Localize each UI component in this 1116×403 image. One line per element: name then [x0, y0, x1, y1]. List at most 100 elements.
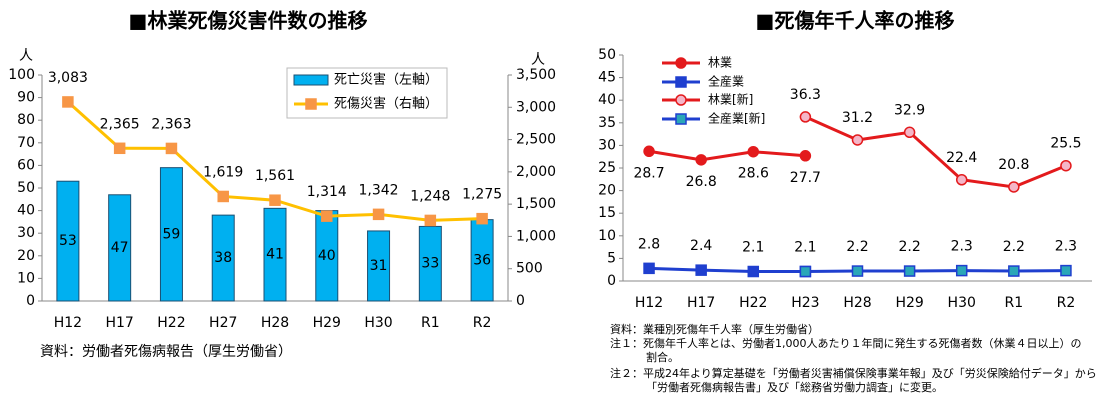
marker	[799, 150, 812, 162]
line	[649, 266, 806, 274]
y-tick-label: 0	[607, 273, 616, 289]
marker	[217, 190, 229, 203]
x-tick-label: R1	[1005, 295, 1024, 311]
y-tick-label: 35	[598, 115, 616, 131]
marker	[747, 145, 760, 158]
marker	[1060, 159, 1072, 172]
data-label: 2.2	[898, 239, 920, 255]
y-tick-label: 40	[598, 92, 616, 108]
note: 資料：業種別死傷年千人率（厚生労働省）	[610, 323, 819, 336]
chart-title: ■林業死傷災害件数の推移	[129, 9, 368, 33]
data-label: 26.8	[686, 174, 717, 190]
y-tick-label: 45	[598, 70, 616, 86]
marker	[1008, 181, 1020, 193]
y-tick-label: 10	[598, 228, 616, 244]
data-label: 36	[473, 252, 491, 268]
legend-label: 全産業[新]	[708, 111, 765, 126]
data-label: 28.7	[633, 165, 664, 181]
data-label: 27.7	[790, 170, 821, 186]
note: 注２：平成24年より算定基礎を「労働者災害補償保険事業年報」及び「労災保険給付デ…	[610, 367, 1097, 394]
data-label: 2.1	[742, 240, 764, 256]
note: 注１：死傷年千人率とは、労働者1,000人あたり１年間に発生する死傷者数（休業４…	[610, 337, 1082, 364]
data-label: 47	[111, 240, 129, 256]
data-label: 1,248	[410, 188, 450, 204]
marker	[955, 174, 968, 186]
y2-tick-label: 500	[516, 261, 543, 277]
y-unit: 人	[19, 48, 33, 64]
marker	[695, 154, 707, 166]
data-label: 1,275	[462, 187, 502, 203]
marker	[955, 264, 968, 277]
data-label: 2.2	[1003, 239, 1025, 255]
y-tick-label: 0	[26, 293, 35, 309]
y2-unit: 人	[531, 52, 545, 68]
marker	[675, 57, 687, 69]
x-tick-label: H12	[54, 315, 82, 331]
y-tick-label: 15	[598, 205, 616, 221]
legend-label: 死傷災害（右軸）	[334, 96, 438, 112]
marker	[1060, 264, 1072, 277]
data-label: 59	[163, 226, 181, 242]
y-tick-label: 25	[598, 160, 616, 176]
marker	[113, 142, 126, 155]
y-tick-label: 100	[8, 67, 35, 83]
x-tick-label: H17	[687, 295, 715, 311]
data-label: 2.2	[846, 239, 868, 255]
data-label: 31.2	[842, 110, 873, 126]
legend-label: 全産業	[708, 74, 744, 89]
marker	[476, 212, 488, 225]
data-label: 53	[59, 233, 77, 249]
bar	[418, 225, 442, 302]
marker	[903, 265, 916, 277]
y2-tick-label: 1,000	[516, 228, 556, 244]
marker	[62, 96, 74, 108]
y-tick-label: 5	[607, 250, 616, 266]
x-tick-label: R1	[421, 315, 440, 331]
y-tick-label: 50	[17, 180, 35, 196]
bar	[367, 230, 391, 302]
bar	[108, 194, 132, 302]
marker	[675, 94, 687, 106]
marker	[675, 76, 687, 88]
x-tick-label: R2	[1057, 295, 1076, 311]
line	[648, 149, 806, 162]
y-tick-label: 40	[17, 203, 35, 219]
data-label: 1,561	[255, 168, 295, 184]
marker	[305, 98, 317, 110]
y-tick-label: 50	[598, 47, 616, 63]
note: 資料：労働者死傷病報告（厚生労働省）	[40, 344, 292, 360]
y-tick-label: 30	[598, 137, 616, 153]
marker	[1008, 265, 1020, 277]
data-label: 2,363	[151, 116, 191, 132]
x-tick-label: H12	[635, 295, 663, 311]
x-tick-label: R2	[473, 315, 492, 331]
data-label: 2.3	[951, 239, 973, 255]
marker	[903, 126, 916, 139]
legend-swatch	[293, 74, 329, 86]
x-tick-label: H28	[261, 315, 289, 331]
data-label: 2,365	[100, 116, 140, 132]
marker	[643, 145, 655, 158]
y-tick-label: 30	[17, 225, 35, 241]
y-tick-label: 70	[17, 135, 35, 151]
data-label: 38	[214, 250, 232, 266]
y-tick-label: 80	[17, 112, 35, 128]
bar	[56, 180, 80, 302]
data-label: 20.8	[998, 157, 1029, 173]
y-tick-label: 10	[17, 270, 35, 286]
x-tick-label: H17	[105, 315, 133, 331]
x-tick-label: H27	[209, 315, 237, 331]
marker	[851, 134, 864, 146]
y-tick-label: 20	[17, 248, 35, 264]
y2-tick-label: 3,500	[516, 67, 556, 83]
x-tick-label: H29	[895, 295, 923, 311]
y-tick-label: 20	[598, 183, 616, 199]
y2-tick-label: 2,000	[516, 164, 556, 180]
y2-tick-label: 2,500	[516, 132, 556, 148]
data-label: 3,083	[48, 70, 88, 86]
marker	[269, 194, 281, 206]
data-label: 2.1	[794, 240, 816, 256]
marker	[799, 265, 812, 278]
